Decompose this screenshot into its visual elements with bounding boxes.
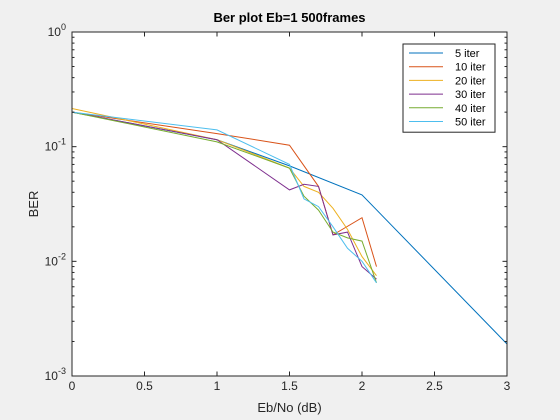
series-line-3 bbox=[71, 111, 377, 280]
series-line-5 bbox=[71, 111, 377, 284]
x-tick-label: 2.5 bbox=[426, 379, 443, 393]
legend-label: 40 iter bbox=[455, 103, 486, 115]
x-axis-label: Eb/No (dB) bbox=[257, 400, 321, 415]
x-tick-label: 3 bbox=[504, 379, 511, 393]
series-layer bbox=[71, 108, 508, 345]
x-tick-label: 1.5 bbox=[281, 379, 298, 393]
y-tick-label: 10-3 bbox=[45, 366, 66, 383]
tick-layer: 0 0.5 1 1.5 2 2.5 3 10-3 10-2 10-1 100 bbox=[45, 22, 511, 393]
series-line-2 bbox=[71, 108, 377, 277]
legend-label: 20 iter bbox=[455, 75, 486, 87]
legend-label: 30 iter bbox=[455, 89, 486, 101]
legend-label: 50 iter bbox=[455, 117, 486, 129]
chart-title: Ber plot Eb=1 500frames bbox=[213, 10, 365, 25]
legend-label: 10 iter bbox=[455, 62, 486, 74]
x-tick-label: 0 bbox=[69, 379, 76, 393]
y-tick-label: 100 bbox=[48, 22, 66, 39]
y-tick-label: 10-1 bbox=[45, 137, 66, 154]
x-tick-label: 1 bbox=[214, 379, 221, 393]
x-tick-label: 2 bbox=[359, 379, 366, 393]
x-tick-label: 0.5 bbox=[136, 379, 153, 393]
y-axis-label: BER bbox=[26, 191, 41, 218]
legend-label: 5 iter bbox=[455, 48, 480, 60]
y-tick-label: 10-2 bbox=[45, 251, 66, 268]
series-line-4 bbox=[71, 111, 377, 283]
legend-box bbox=[402, 43, 496, 133]
